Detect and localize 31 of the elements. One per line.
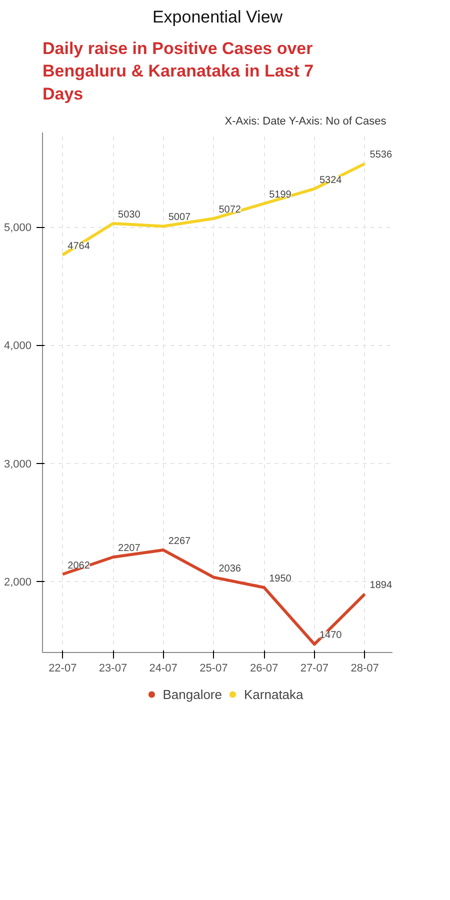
x-tick-label: 25-07 [200,662,228,674]
x-tick-label: 27-07 [300,662,329,674]
data-label: 5072 [218,204,242,216]
data-label: 2062 [68,560,90,572]
data-label: 5199 [269,190,292,201]
data-label: 1894 [370,580,392,592]
chart-title: Daily raise in Positive Cases over Bengaluru & Karanataka in Last 7 Days [42,38,314,104]
x-tick-label: 28-07 [350,662,379,674]
legend-label: Bangalore [162,686,222,702]
data-label: 2267 [168,536,192,548]
x-tick-label: 26-07 [250,662,278,674]
line-series [61,162,366,256]
data-label: 1950 [269,574,292,584]
y-tick-label: 2,000 [4,576,32,589]
y-tick-label: 4,000 [4,340,32,352]
text: X-Axis: Date Y-Axis: No of Cases [224,116,387,128]
y-tick-label: 5,000 [4,222,32,234]
data-label: 1470 [319,630,342,642]
x-tick-label: 23-07 [98,662,128,674]
data-label: 4764 [68,240,90,252]
y-tick-label: 3,000 [4,458,32,470]
data-label: 2207 [118,543,141,554]
x-tick-label: 24-07 [149,662,178,674]
legend-label: Karnataka [244,686,304,702]
chart-subtitle: Exponential View [152,8,284,26]
data-label: 2036 [218,563,242,574]
data-label: 5030 [118,210,141,220]
data-label: 5324 [319,174,342,186]
data-label: 5007 [168,212,192,224]
data-label: 5536 [370,150,392,161]
x-tick-label: 22-07 [48,662,77,674]
